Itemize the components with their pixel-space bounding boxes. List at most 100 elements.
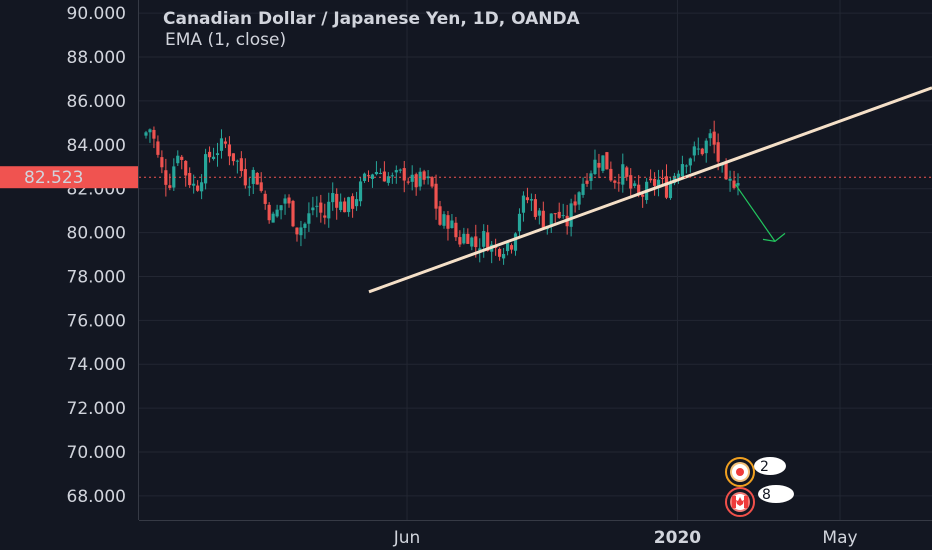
candle-body bbox=[366, 175, 371, 177]
candle-body bbox=[235, 160, 239, 162]
candle-body bbox=[295, 227, 299, 235]
candle-body bbox=[533, 199, 537, 217]
canada-flag-band-right bbox=[744, 496, 748, 508]
candle-body bbox=[712, 131, 716, 145]
candle-body bbox=[303, 223, 307, 228]
candle-body bbox=[458, 237, 462, 245]
candle-body bbox=[410, 174, 414, 182]
candle-body bbox=[422, 171, 426, 180]
candle bbox=[577, 191, 581, 210]
candle-body bbox=[498, 248, 502, 257]
candle-body bbox=[223, 141, 228, 144]
candle-body bbox=[597, 162, 601, 168]
x-tick-label: 2020 bbox=[654, 528, 701, 548]
canada-flag-band-left bbox=[732, 496, 736, 508]
time-axis[interactable]: Jun 2020 May bbox=[139, 520, 932, 549]
event-marker-japan[interactable]: 2 bbox=[725, 457, 786, 487]
candle-body bbox=[370, 174, 375, 179]
candle bbox=[223, 137, 228, 149]
candle-body bbox=[454, 222, 458, 238]
candle bbox=[192, 174, 196, 194]
candle bbox=[259, 172, 263, 193]
candle bbox=[672, 172, 677, 186]
event-marker-canada[interactable]: 8 bbox=[725, 485, 794, 517]
candle-body bbox=[553, 213, 557, 215]
candle bbox=[255, 171, 259, 185]
candle bbox=[676, 170, 680, 184]
candle-body bbox=[656, 179, 661, 188]
candle bbox=[207, 146, 212, 163]
y-tick-label: 72.000 bbox=[67, 399, 126, 419]
candle bbox=[211, 147, 216, 161]
candle bbox=[263, 190, 267, 210]
trendline[interactable] bbox=[368, 86, 932, 294]
candle-body bbox=[529, 199, 533, 201]
candle-body bbox=[521, 195, 526, 213]
candle bbox=[378, 168, 382, 175]
candle bbox=[307, 202, 311, 232]
candle-body bbox=[378, 173, 382, 175]
candle-body bbox=[609, 168, 613, 181]
candle bbox=[331, 182, 335, 211]
chart-title: Canadian Dollar / Japanese Yen, 1D, OAND… bbox=[163, 9, 581, 29]
candle bbox=[374, 161, 379, 176]
event-ring-outer bbox=[725, 487, 755, 517]
candle bbox=[418, 167, 422, 191]
candle-body bbox=[704, 140, 708, 154]
candle-body bbox=[502, 254, 506, 259]
candle bbox=[509, 243, 514, 254]
candle bbox=[585, 173, 589, 187]
forecast-arrow[interactable] bbox=[734, 183, 786, 242]
candle-body bbox=[331, 193, 335, 203]
candle-body bbox=[311, 207, 315, 211]
candle-body bbox=[148, 129, 152, 133]
candle bbox=[160, 150, 164, 174]
candle bbox=[267, 202, 271, 224]
candle-body bbox=[207, 151, 212, 158]
y-tick-label: 80.000 bbox=[67, 224, 126, 244]
candle-body bbox=[275, 209, 279, 217]
candle bbox=[732, 170, 736, 190]
event-count-canada: 8 bbox=[762, 487, 771, 503]
candle bbox=[680, 155, 684, 179]
candle-body bbox=[374, 172, 379, 175]
candle bbox=[466, 228, 470, 244]
candle-body bbox=[287, 197, 291, 204]
candle-body bbox=[577, 192, 581, 205]
candle bbox=[283, 194, 287, 215]
candle bbox=[251, 167, 255, 194]
candle bbox=[227, 136, 232, 166]
candle bbox=[581, 177, 585, 198]
candle bbox=[617, 173, 621, 192]
candle-body bbox=[184, 160, 188, 176]
candle bbox=[200, 174, 204, 200]
candle bbox=[513, 232, 518, 256]
candle-body bbox=[347, 197, 351, 213]
candle bbox=[609, 161, 613, 182]
candle bbox=[649, 169, 653, 183]
candle-body bbox=[335, 193, 339, 208]
candle-body bbox=[211, 156, 216, 159]
candle-body bbox=[486, 232, 490, 251]
candle-body bbox=[180, 156, 184, 160]
candle-body bbox=[255, 172, 259, 185]
candle bbox=[541, 201, 545, 229]
candle-body bbox=[641, 194, 645, 197]
candle-body bbox=[271, 213, 275, 223]
candle-body bbox=[585, 180, 589, 184]
candle bbox=[394, 165, 398, 184]
candle-body bbox=[259, 182, 263, 191]
candle-body bbox=[509, 245, 514, 250]
candle-body bbox=[569, 203, 573, 227]
candle bbox=[736, 173, 740, 196]
candle bbox=[454, 216, 458, 241]
candle bbox=[247, 177, 251, 197]
candle bbox=[625, 165, 629, 181]
candle-body bbox=[430, 177, 434, 187]
candle bbox=[601, 155, 605, 174]
candle bbox=[271, 211, 275, 223]
indicator-label[interactable]: EMA (1, close) bbox=[165, 30, 286, 50]
